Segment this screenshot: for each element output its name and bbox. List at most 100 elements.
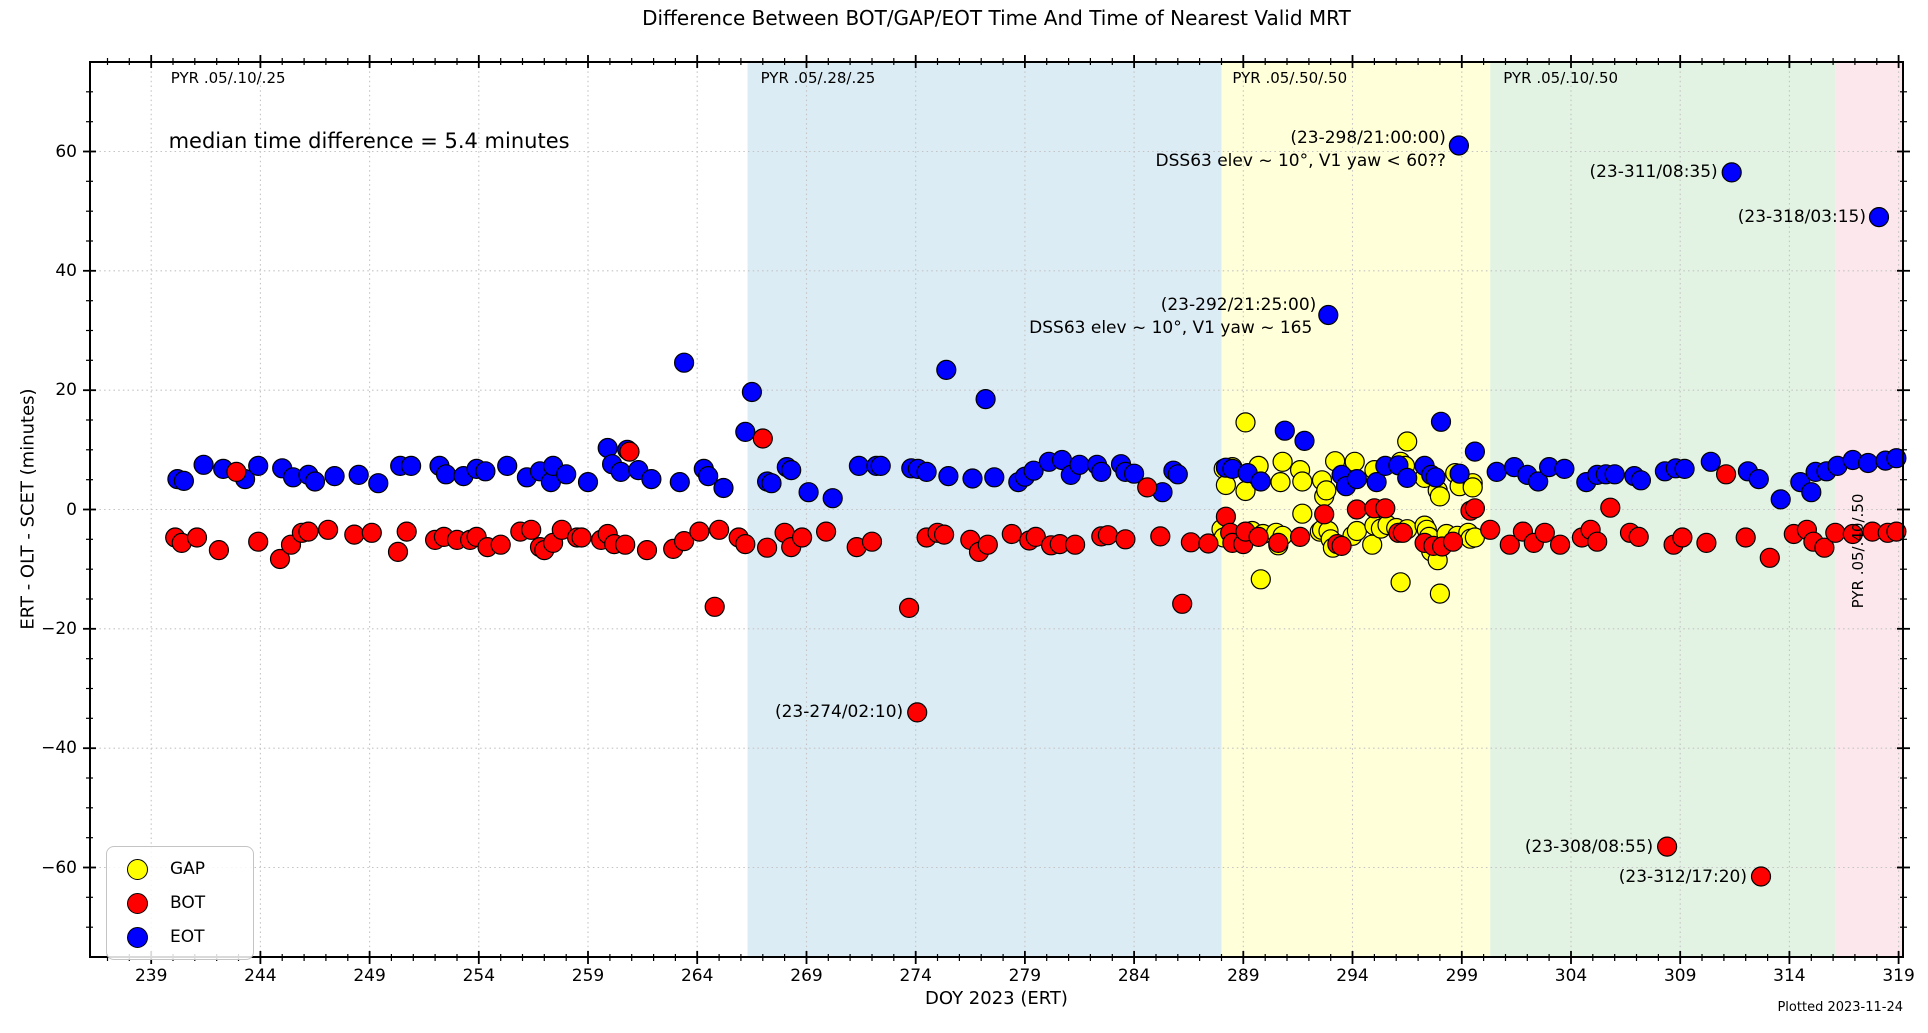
- x-tick-label: 284: [1117, 966, 1151, 986]
- bot-data-point: [396, 521, 417, 542]
- bot-data-point: [1886, 521, 1907, 542]
- bot-data-point: [1628, 526, 1649, 548]
- bot-data-point: [1097, 525, 1119, 546]
- eot-data-point: [713, 477, 734, 499]
- bot-data-point: [1656, 836, 1678, 857]
- eot-data-point: [1069, 454, 1090, 475]
- eot-data-point: [475, 461, 496, 482]
- pyr-region-label: PYR .05/.50/.50: [1232, 69, 1348, 87]
- gap-data-point: [1270, 472, 1291, 493]
- eot-data-point: [1886, 448, 1907, 469]
- eot-data-point: [610, 461, 631, 482]
- eot-data-point: [1630, 470, 1652, 491]
- bot-data-point: [615, 534, 636, 555]
- bot-data-point: [571, 527, 592, 548]
- bot-data-point: [815, 521, 837, 542]
- eot-data-point: [1366, 472, 1387, 493]
- bot-data-point: [673, 530, 695, 552]
- bot-data-point: [1137, 477, 1158, 498]
- pyr-region-label: PYR .05/.40/.50: [1849, 493, 1868, 609]
- eot-data-point: [1868, 207, 1890, 228]
- eot-data-point: [781, 460, 802, 481]
- eot-data-point: [962, 468, 983, 489]
- x-tick-label: 244: [244, 966, 277, 986]
- x-tick-label: 279: [1008, 966, 1042, 986]
- gap-data-point: [1292, 471, 1313, 492]
- bot-data-point: [861, 531, 883, 552]
- legend-row-eot: EOT: [107, 920, 253, 954]
- eot-data-point: [975, 389, 996, 410]
- bot-data-point: [1442, 531, 1464, 552]
- bot-data-point: [361, 522, 382, 543]
- eot-data-point: [1721, 162, 1742, 183]
- pyr-region: [1490, 62, 1836, 957]
- x-tick-label: 309: [1663, 966, 1697, 986]
- bot-data-point: [619, 441, 640, 462]
- pyr-region-label: PYR .05/.28/.25: [760, 69, 876, 87]
- legend: GAP BOT EOT: [106, 846, 254, 960]
- pyr-region: [747, 62, 1222, 957]
- bot-data-point: [1587, 531, 1608, 552]
- bot-data-point: [1814, 537, 1835, 558]
- bot-data-point: [704, 596, 725, 617]
- eot-data-point: [1801, 482, 1822, 503]
- bot-data-point: [756, 537, 778, 558]
- bot-data-point: [708, 519, 730, 540]
- x-tick-label: 274: [899, 966, 932, 986]
- y-tick-label: −20: [41, 618, 77, 639]
- legend-row-gap: GAP: [107, 852, 253, 886]
- y-tick-label: 0: [66, 499, 77, 520]
- bot-data-point: [1735, 527, 1756, 548]
- eot-data-point: [1167, 464, 1188, 485]
- gap-data-point: [1346, 520, 1368, 542]
- eot-marker-icon: [127, 926, 148, 948]
- bot-data-point: [752, 428, 773, 449]
- eot-data-point: [936, 359, 957, 380]
- bot-data-point: [1064, 534, 1086, 555]
- point-annotation: (23-312/17:20): [1618, 866, 1747, 887]
- y-axis-label: ERT - OLT - SCET (minutes): [17, 388, 39, 630]
- pyr-region: [90, 62, 748, 957]
- gap-data-point: [1462, 477, 1483, 498]
- gap-marker-icon: [127, 858, 148, 880]
- bot-data-point: [1600, 497, 1621, 518]
- eot-data-point: [741, 381, 763, 403]
- bot-data-point: [318, 519, 339, 540]
- eot-data-point: [1318, 304, 1339, 326]
- eot-data-point: [1430, 411, 1452, 432]
- bot-data-point: [1314, 504, 1335, 525]
- eot-data-point: [1274, 420, 1295, 441]
- eot-data-point: [304, 471, 326, 492]
- x-tick-label: 294: [1336, 966, 1369, 986]
- bot-data-point: [1115, 529, 1136, 550]
- y-tick-label: −60: [41, 857, 77, 878]
- bot-data-point: [1672, 527, 1693, 548]
- eot-data-point: [1123, 463, 1145, 484]
- eot-data-point: [1748, 469, 1769, 490]
- eot-data-point: [193, 454, 214, 475]
- eot-data-point: [1023, 460, 1044, 481]
- eot-data-point: [577, 472, 599, 493]
- bot-data-point: [1549, 534, 1571, 555]
- eot-data-point: [1486, 461, 1507, 482]
- eot-data-point: [368, 473, 389, 494]
- bot-data-point: [1331, 535, 1352, 557]
- gap-data-point: [1292, 503, 1313, 524]
- point-annotation: (23-318/03:15): [1737, 207, 1866, 228]
- eot-data-point: [641, 469, 662, 490]
- x-tick-label: 264: [680, 966, 714, 986]
- bot-data-point: [1842, 523, 1863, 545]
- eot-data-point: [669, 472, 690, 493]
- legend-label-eot: EOT: [170, 927, 205, 947]
- eot-data-point: [556, 464, 577, 485]
- x-tick-label: 304: [1554, 966, 1588, 986]
- pyr-region: [1835, 62, 1903, 957]
- bot-data-point: [791, 527, 813, 548]
- bot-data-point: [1172, 593, 1193, 614]
- eot-data-point: [1857, 452, 1879, 474]
- bot-data-point: [1750, 866, 1772, 887]
- eot-data-point: [1554, 458, 1575, 479]
- gap-data-point: [1250, 569, 1271, 590]
- bot-data-point: [1346, 499, 1368, 520]
